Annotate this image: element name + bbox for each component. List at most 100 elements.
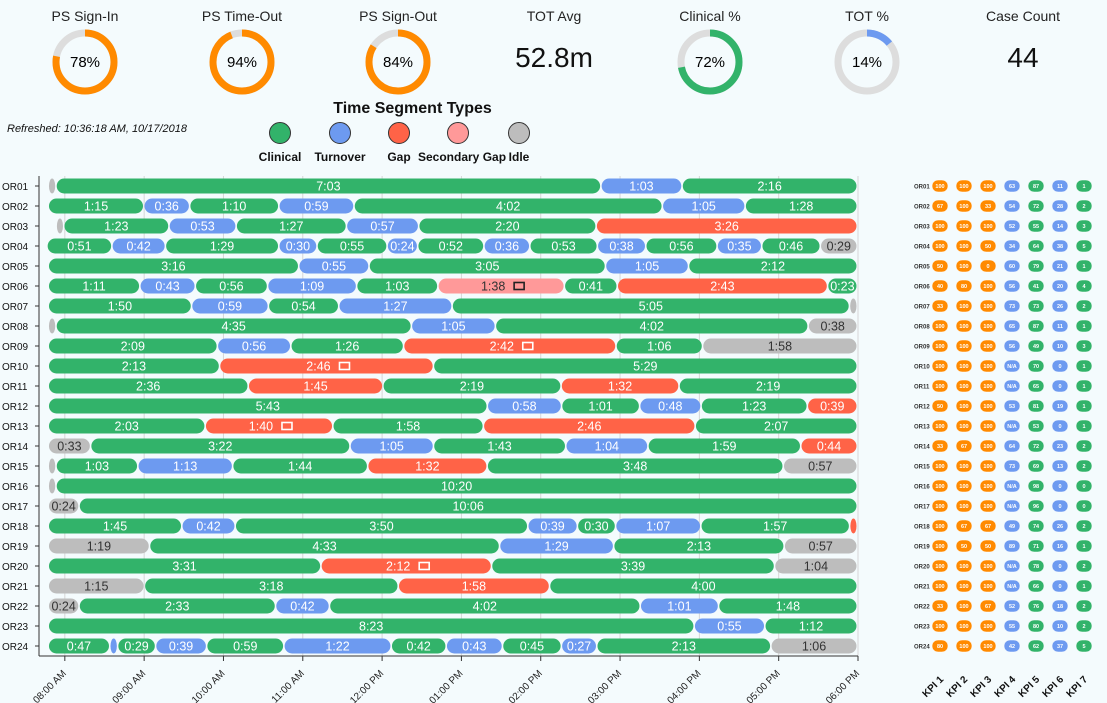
kpi-badge[interactable] <box>1075 519 1093 533</box>
gantt-segment[interactable] <box>299 258 369 274</box>
kpi-badge[interactable] <box>931 619 949 633</box>
gantt-segment[interactable] <box>321 558 491 574</box>
kpi-badge[interactable] <box>1003 479 1021 493</box>
gantt-segment[interactable] <box>596 218 857 234</box>
gantt-segment[interactable] <box>434 438 565 454</box>
kpi-badge[interactable] <box>955 639 973 653</box>
gantt-segment[interactable] <box>48 618 694 634</box>
gantt-segment[interactable] <box>484 418 695 434</box>
gantt-segment[interactable] <box>500 538 613 554</box>
gantt-segment[interactable] <box>446 638 502 654</box>
kpi-badge[interactable] <box>1051 179 1069 193</box>
gantt-segment[interactable] <box>144 198 189 214</box>
kpi-badge[interactable] <box>1027 359 1045 373</box>
kpi-badge[interactable] <box>1003 399 1021 413</box>
gantt-segment[interactable] <box>419 218 596 234</box>
kpi-badge[interactable] <box>1075 459 1093 473</box>
kpi-badge[interactable] <box>1027 219 1045 233</box>
gantt-segment[interactable] <box>64 218 169 234</box>
kpi-badge[interactable] <box>1051 499 1069 513</box>
gantt-segment[interactable] <box>48 338 217 354</box>
kpi-badge[interactable] <box>979 379 997 393</box>
kpi-badge[interactable] <box>1027 259 1045 273</box>
gantt-segment[interactable] <box>808 318 857 334</box>
gantt-segment[interactable] <box>169 218 236 234</box>
kpi-badge[interactable] <box>979 259 997 273</box>
gantt-segment[interactable] <box>369 258 605 274</box>
kpi-badge[interactable] <box>1003 559 1021 573</box>
gantt-segment[interactable] <box>801 438 857 454</box>
gantt-segment[interactable] <box>784 538 857 554</box>
gantt-segment[interactable] <box>48 258 298 274</box>
kpi-badge[interactable] <box>1003 539 1021 553</box>
gantt-segment[interactable] <box>828 278 857 294</box>
kpi-badge[interactable] <box>1075 399 1093 413</box>
kpi-badge[interactable] <box>979 279 997 293</box>
kpi-badge[interactable] <box>1051 279 1069 293</box>
kpi-badge[interactable] <box>955 599 973 613</box>
kpi-badge[interactable] <box>979 459 997 473</box>
kpi-badge[interactable] <box>1003 439 1021 453</box>
gantt-segment[interactable] <box>530 238 597 254</box>
gantt-segment[interactable] <box>205 418 333 434</box>
kpi-badge[interactable] <box>979 439 997 453</box>
gantt-segment[interactable] <box>383 378 561 394</box>
kpi-badge[interactable] <box>1075 419 1093 433</box>
kpi-badge[interactable] <box>1003 279 1021 293</box>
kpi-badge[interactable] <box>955 179 973 193</box>
kpi-badge[interactable] <box>1051 559 1069 573</box>
gantt-segment[interactable] <box>48 518 182 534</box>
gantt-segment[interactable] <box>56 218 64 234</box>
gantt-segment[interactable] <box>762 238 820 254</box>
kpi-badge[interactable] <box>1027 579 1045 593</box>
kpi-badge[interactable] <box>931 419 949 433</box>
gantt-segment[interactable] <box>276 598 329 614</box>
gantt-segment[interactable] <box>56 318 411 334</box>
kpi-badge[interactable] <box>1051 299 1069 313</box>
kpi-badge[interactable] <box>1003 459 1021 473</box>
kpi-badge[interactable] <box>1027 539 1045 553</box>
kpi-badge[interactable] <box>1003 579 1021 593</box>
gantt-segment[interactable] <box>56 458 138 474</box>
kpi-badge[interactable] <box>955 559 973 573</box>
kpi-badge[interactable] <box>979 239 997 253</box>
kpi-badge[interactable] <box>979 559 997 573</box>
gantt-segment[interactable] <box>404 338 616 354</box>
gantt-segment[interactable] <box>640 598 718 614</box>
gantt-segment[interactable] <box>48 438 90 454</box>
kpi-badge[interactable] <box>1051 219 1069 233</box>
kpi-badge[interactable] <box>979 179 997 193</box>
kpi-badge[interactable] <box>1003 519 1021 533</box>
kpi-badge[interactable] <box>1075 299 1093 313</box>
kpi-badge[interactable] <box>955 199 973 213</box>
kpi-badge[interactable] <box>955 519 973 533</box>
kpi-badge[interactable] <box>931 559 949 573</box>
kpi-badge[interactable] <box>1051 439 1069 453</box>
gantt-segment[interactable] <box>112 238 165 254</box>
kpi-badge[interactable] <box>1075 379 1093 393</box>
legend-item-gap[interactable]: Gap <box>359 122 439 164</box>
gantt-segment[interactable] <box>616 518 701 534</box>
gantt-segment[interactable] <box>771 638 857 654</box>
gantt-segment[interactable] <box>48 478 56 494</box>
kpi-badge[interactable] <box>1027 379 1045 393</box>
gantt-segment[interactable] <box>418 238 484 254</box>
gantt-segment[interactable] <box>79 598 275 614</box>
legend-item-secondary-gap[interactable]: Secondary Gap <box>418 122 506 164</box>
kpi-badge[interactable] <box>1075 439 1093 453</box>
gantt-segment[interactable] <box>562 398 639 414</box>
kpi-badge[interactable] <box>1051 359 1069 373</box>
kpi-badge[interactable] <box>1075 199 1093 213</box>
kpi-badge[interactable] <box>1027 319 1045 333</box>
kpi-badge[interactable] <box>931 379 949 393</box>
kpi-badge[interactable] <box>955 619 973 633</box>
kpi-badge[interactable] <box>931 179 949 193</box>
gantt-segment[interactable] <box>694 618 765 634</box>
kpi-badge[interactable] <box>1075 179 1093 193</box>
kpi-badge[interactable] <box>931 499 949 513</box>
kpi-badge[interactable] <box>931 459 949 473</box>
kpi-badge[interactable] <box>1027 459 1045 473</box>
gantt-segment[interactable] <box>646 238 717 254</box>
gantt-segment[interactable] <box>330 598 640 614</box>
gantt-segment[interactable] <box>269 298 338 314</box>
